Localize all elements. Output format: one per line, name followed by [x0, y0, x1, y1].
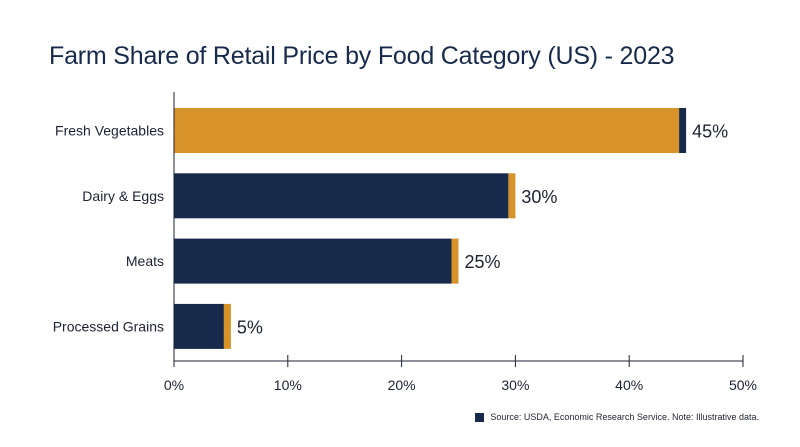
value-label-dairy-eggs: 30% — [521, 187, 557, 207]
bar-accent-processed-grains — [223, 303, 231, 349]
bars-layer: Fresh Vegetables 45% Dairy & Eggs 30% Meats 2… — [53, 108, 728, 349]
bar-meats — [174, 238, 452, 284]
x-axis: 0% 10% 20% 30% 40% 50% — [164, 92, 757, 393]
source-swatch — [475, 412, 485, 422]
category-label-dairy-eggs: Dairy & Eggs — [82, 188, 164, 204]
chart-title: Farm Share of Retail Price by Food Categ… — [49, 42, 675, 70]
x-tick-label-10: 10% — [274, 377, 302, 393]
x-tick-label-0: 0% — [164, 377, 184, 393]
bar-accent-meats — [451, 238, 459, 284]
bar-accent-fresh-vegetables — [679, 108, 687, 153]
bar-dairy-eggs — [174, 173, 509, 219]
x-tick-label-40: 40% — [615, 377, 643, 393]
category-label-processed-grains: Processed Grains — [53, 318, 164, 334]
category-label-meats: Meats — [126, 253, 164, 269]
x-tick-label-30: 30% — [501, 377, 529, 393]
value-label-processed-grains: 5% — [237, 317, 263, 337]
x-tick-label-50: 50% — [729, 377, 757, 393]
x-tick-label-20: 20% — [388, 377, 416, 393]
source-note: Source: USDA, Economic Research Service.… — [475, 412, 759, 422]
value-label-fresh-vegetables: 45% — [692, 122, 728, 142]
category-label-fresh-vegetables: Fresh Vegetables — [55, 123, 164, 139]
bar-processed-grains — [174, 303, 224, 349]
bar-fresh-vegetables — [174, 108, 680, 153]
source-text: Source: USDA, Economic Research Service.… — [490, 412, 759, 422]
bar-accent-dairy-eggs — [508, 173, 516, 219]
value-label-meats: 25% — [465, 252, 501, 272]
